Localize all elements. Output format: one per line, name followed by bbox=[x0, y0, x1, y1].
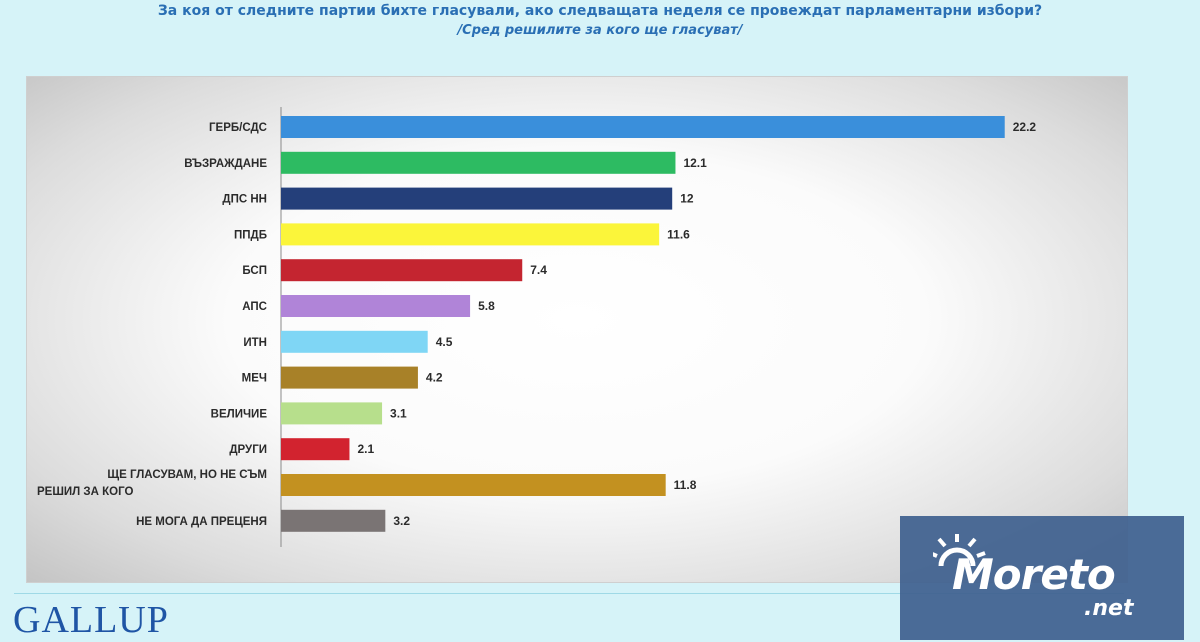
value-label: 12.1 bbox=[683, 156, 707, 170]
bar bbox=[281, 402, 383, 425]
category-label: ВЕЛИЧИЕ bbox=[211, 408, 268, 420]
bar bbox=[281, 259, 523, 282]
value-label: 12 bbox=[680, 192, 694, 206]
value-label: 3.2 bbox=[393, 514, 410, 528]
value-label: 4.5 bbox=[436, 335, 453, 349]
watermark-brand: Moreto bbox=[952, 550, 1116, 599]
value-label: 11.6 bbox=[667, 227, 690, 241]
value-label: 3.1 bbox=[390, 406, 407, 420]
value-label: 11.8 bbox=[674, 478, 697, 492]
bar bbox=[281, 366, 418, 389]
watermark-suffix: .net bbox=[1084, 596, 1134, 621]
chart-panel: ГЕРБ/СДС 22.2 ВЪЗРАЖДАНЕ 12.1 ДПС НН 12 ППДБ 11… bbox=[26, 76, 1128, 583]
value-label: 22.2 bbox=[1013, 120, 1037, 134]
bar bbox=[281, 509, 386, 532]
gallup-logo: GALLUP bbox=[13, 599, 169, 641]
category-label: МЕЧ bbox=[242, 373, 267, 385]
category-label: ГЕРБ/СДС bbox=[209, 122, 267, 134]
bar bbox=[281, 187, 673, 210]
chart-subtitle: /Сред решилите за кого ще гласуват/ bbox=[457, 23, 743, 38]
chart-title: За коя от следните партии бихте гласувал… bbox=[157, 3, 1043, 19]
category-label: НЕ МОГА ДА ПРЕЦЕНЯ bbox=[136, 516, 267, 528]
category-label: ИТН bbox=[243, 337, 267, 349]
moreto-watermark: Moreto .net bbox=[900, 516, 1184, 640]
category-label: ДПС НН bbox=[222, 194, 267, 206]
value-label: 4.2 bbox=[426, 371, 443, 385]
category-label: ДРУГИ bbox=[229, 444, 267, 456]
value-label: 5.8 bbox=[478, 299, 495, 313]
bar bbox=[281, 151, 676, 174]
value-label: 2.1 bbox=[357, 442, 374, 456]
bar bbox=[281, 330, 428, 353]
bar bbox=[281, 116, 1005, 138]
category-label: ППДБ bbox=[234, 229, 267, 241]
bar bbox=[281, 474, 666, 496]
category-label: ЩЕ ГЛАСУВАМ, НО НЕ СЪМ РЕШИЛ ЗА КОГО bbox=[37, 469, 267, 498]
category-label: БСП bbox=[242, 265, 267, 277]
bar bbox=[281, 223, 660, 246]
value-label: 7.4 bbox=[530, 263, 547, 277]
bar bbox=[281, 295, 471, 317]
category-label: ВЪЗРАЖДАНЕ bbox=[184, 158, 267, 170]
bar bbox=[281, 438, 350, 461]
footer-divider bbox=[14, 593, 1124, 594]
bar-chart: ГЕРБ/СДС 22.2 ВЪЗРАЖДАНЕ 12.1 ДПС НН 12 ППДБ 11… bbox=[37, 107, 1037, 547]
sun-icon bbox=[933, 534, 986, 567]
category-label: АПС bbox=[242, 301, 267, 313]
chart-header: За коя от следните партии бихте гласувал… bbox=[0, 0, 1200, 38]
